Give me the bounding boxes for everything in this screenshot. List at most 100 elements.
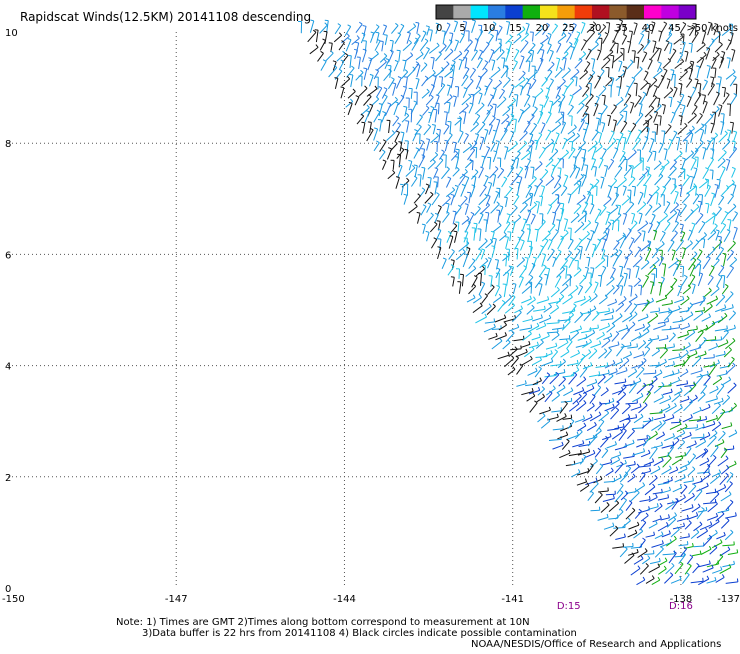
wind-barb: [689, 277, 695, 287]
wind-barb: [605, 288, 614, 297]
wind-barb: [361, 34, 365, 43]
wind-barb-tick: [390, 40, 393, 41]
wind-barb: [675, 61, 684, 68]
wind-barb-tick: [557, 332, 559, 335]
colorbar-label: 25: [562, 23, 575, 34]
wind-barb: [374, 143, 379, 151]
wind-barb: [342, 79, 350, 86]
wind-barb-tick: [673, 333, 676, 335]
wind-barb: [693, 196, 699, 205]
wind-barb: [476, 148, 477, 159]
wind-barb: [517, 158, 519, 168]
wind-barb: [432, 58, 434, 69]
wind-barb-tick: [693, 87, 696, 89]
wind-barb: [388, 173, 395, 179]
wind-barb: [671, 114, 675, 124]
wind-barb-tick: [558, 95, 561, 98]
wind-barb-tick: [356, 96, 359, 97]
wind-barb-tick: [454, 231, 458, 232]
wind-barb-tick: [589, 449, 590, 452]
wind-barb-tick: [494, 324, 495, 327]
wind-barb-tick: [623, 424, 624, 427]
wind-barb-tick: [416, 78, 419, 79]
wind-barb: [455, 41, 459, 51]
wind-barb-tick: [625, 460, 626, 463]
wind-barb: [430, 224, 437, 232]
colorbar-segment: [540, 5, 558, 19]
wind-barb-tick: [644, 383, 646, 386]
wind-barb-tick: [506, 22, 509, 23]
wind-barb: [405, 107, 407, 116]
wind-barb: [557, 388, 565, 393]
wind-barb: [644, 462, 654, 466]
wind-barb: [553, 445, 564, 449]
wind-barb: [459, 60, 462, 70]
x-tick-label: -150: [2, 594, 25, 605]
wind-barb-tick: [696, 512, 697, 515]
wind-barb-tick: [437, 43, 439, 46]
wind-barb-tick: [419, 125, 422, 127]
wind-barb-tick: [700, 416, 701, 420]
wind-barb-tick: [647, 314, 648, 317]
wind-barb-tick: [674, 87, 677, 88]
wind-barb: [644, 349, 650, 357]
wind-barb-tick: [722, 409, 725, 411]
wind-barb-tick: [667, 202, 670, 204]
wind-barb-tick: [698, 259, 701, 261]
wind-barb: [533, 167, 534, 179]
wind-barb: [631, 407, 641, 411]
wind-barb: [733, 185, 736, 195]
wind-barb-tick: [482, 282, 485, 283]
wind-barb-tick: [465, 75, 468, 77]
wind-barb-tick: [527, 83, 530, 84]
wind-barb: [456, 252, 465, 260]
wind-barb-tick: [634, 304, 637, 306]
wind-barb: [650, 140, 654, 151]
wind-barb-tick: [735, 212, 738, 214]
wind-barb: [355, 50, 358, 59]
wind-barb-tick: [574, 125, 576, 128]
wind-barb-tick: [442, 150, 445, 152]
wind-barb: [549, 52, 553, 62]
wind-barb-tick: [592, 385, 594, 388]
wind-barb: [547, 251, 554, 261]
wind-barb: [691, 437, 704, 438]
wind-barb-tick: [415, 204, 417, 207]
wind-barb-tick: [395, 141, 398, 143]
wind-barb-tick: [485, 61, 488, 63]
wind-barb: [508, 100, 516, 107]
wind-barb: [595, 98, 599, 107]
wind-barb: [686, 140, 687, 152]
wind-barb: [561, 352, 569, 358]
wind-barb-tick: [679, 324, 680, 327]
wind-barb: [719, 197, 724, 205]
wind-barb: [601, 38, 602, 50]
grid-lines: [8, 32, 737, 588]
wind-barb: [657, 193, 659, 205]
wind-barb-tick: [497, 202, 500, 204]
wind-barb-tick: [672, 250, 675, 251]
wind-barb: [423, 225, 425, 234]
wind-barb-tick: [707, 458, 709, 461]
wind-barb-tick: [621, 359, 623, 362]
wind-barb: [641, 453, 650, 457]
wind-barb: [566, 135, 575, 142]
wind-barb: [597, 51, 601, 60]
wind-barb: [539, 410, 550, 414]
wind-barb: [511, 176, 519, 186]
wind-barb-tick: [569, 450, 571, 453]
wind-barb-tick: [316, 45, 318, 48]
wind-barb: [631, 286, 632, 296]
wind-barb-tick: [542, 254, 545, 255]
wind-barb-tick: [625, 379, 626, 382]
wind-barb: [593, 59, 595, 69]
wind-barb: [515, 119, 517, 132]
wind-barb-tick: [577, 367, 579, 370]
wind-barb: [445, 25, 451, 36]
wind-barb: [682, 249, 685, 259]
wind-barb: [697, 251, 702, 259]
wind-barb: [458, 222, 459, 231]
wind-barb-tick: [496, 191, 499, 192]
wind-barb: [541, 124, 545, 133]
wind-barb-tick: [451, 194, 454, 195]
